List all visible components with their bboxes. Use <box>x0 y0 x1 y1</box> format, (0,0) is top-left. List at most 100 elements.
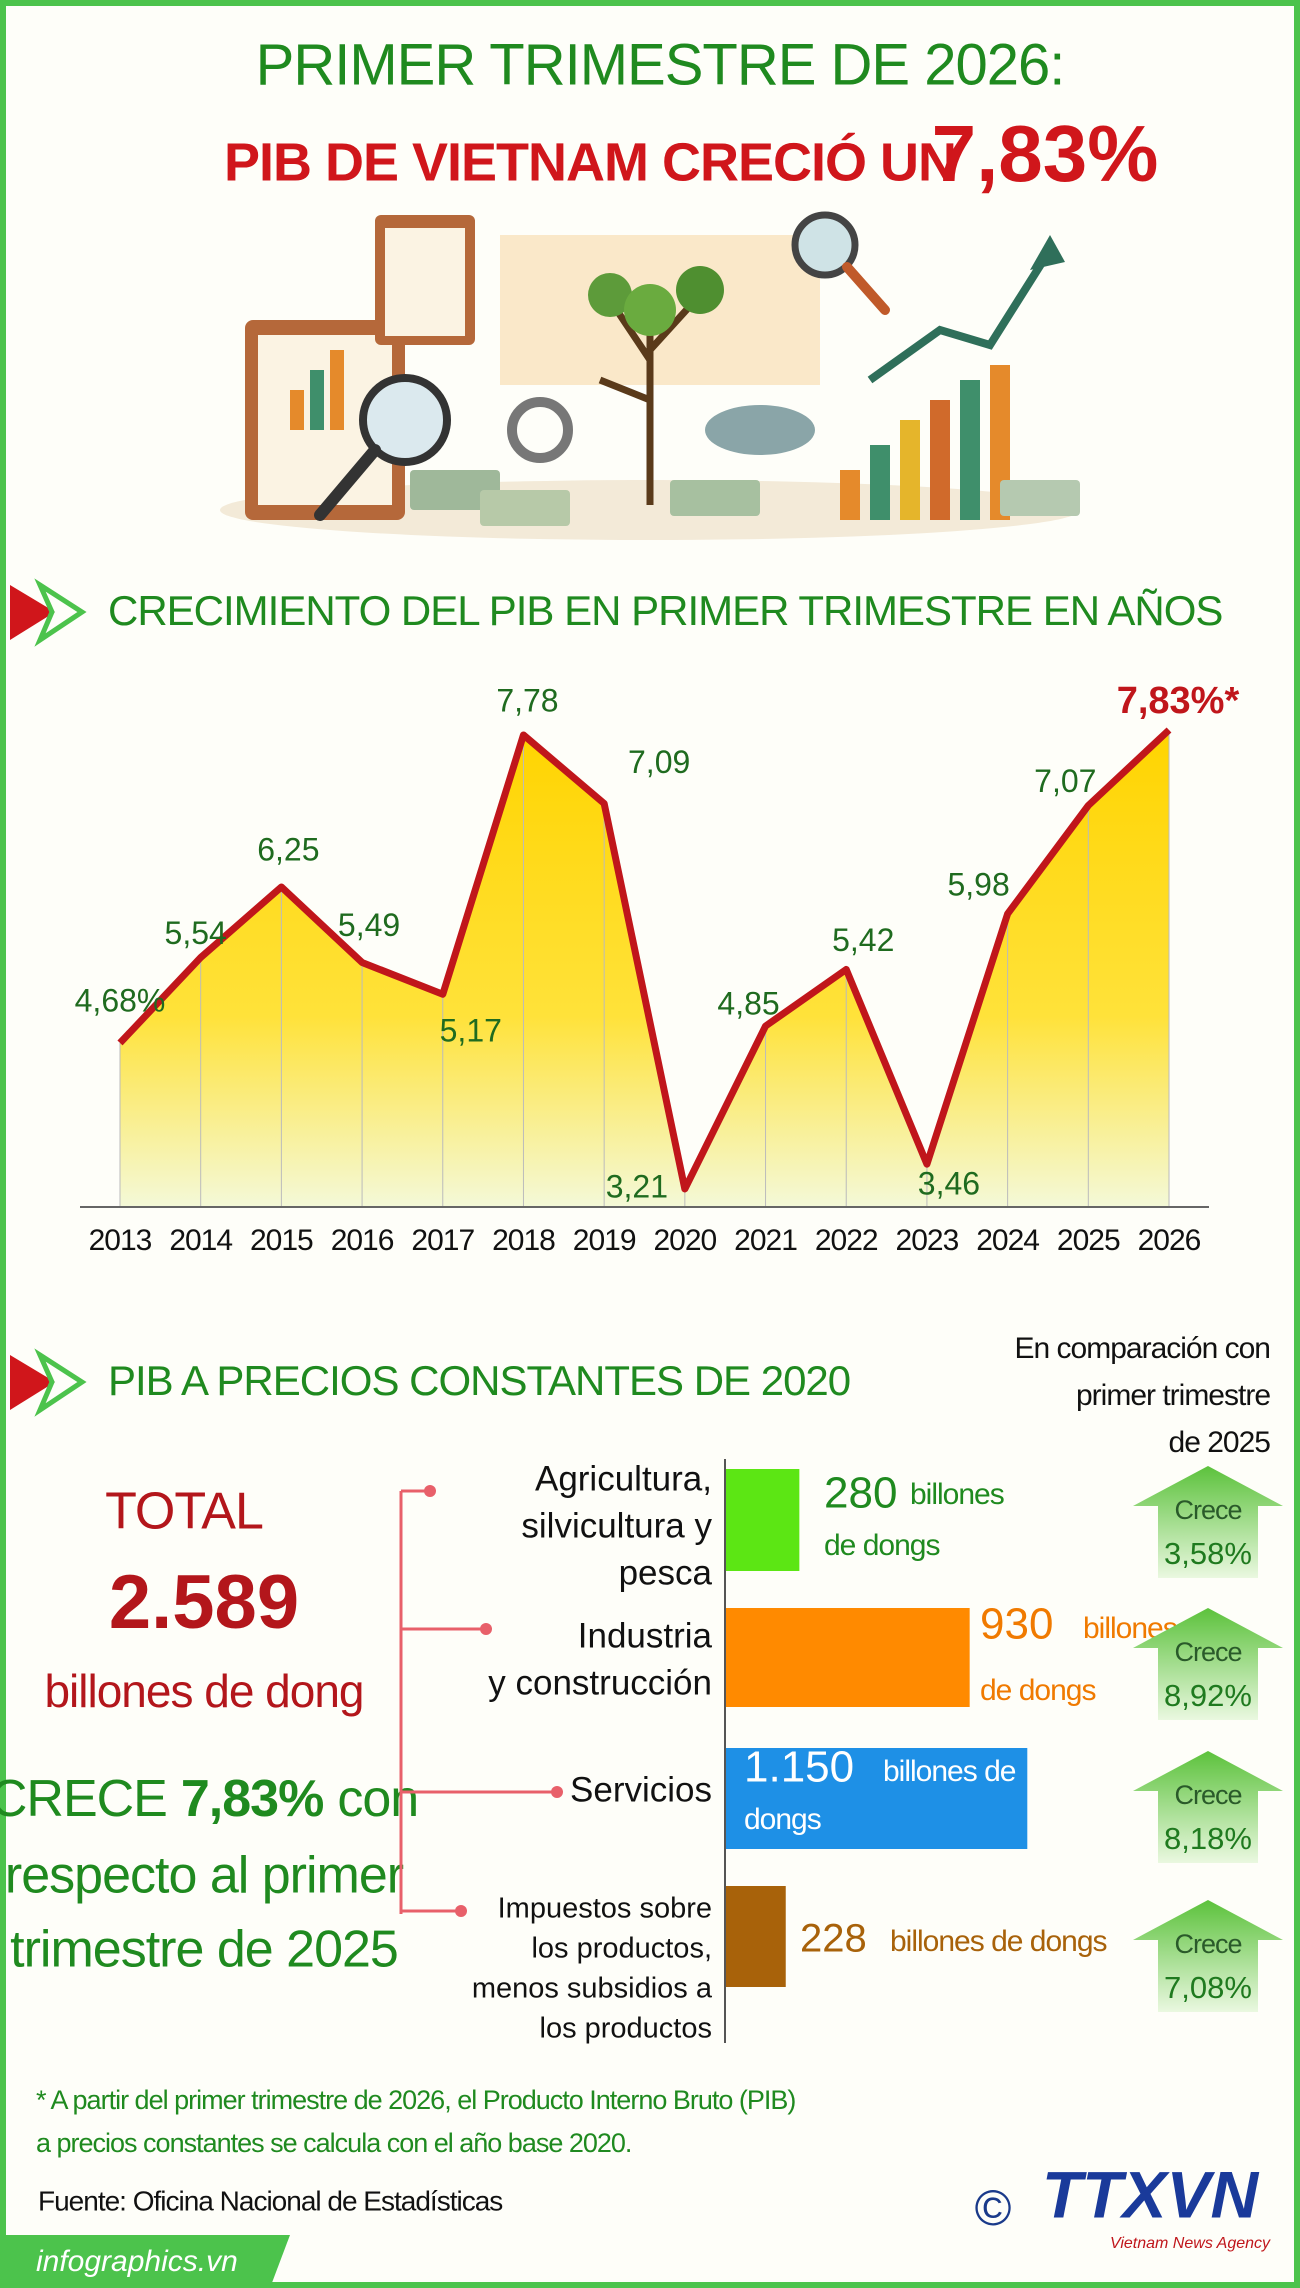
logo-tagline: Vietnam News Agency <box>1110 2235 1271 2252</box>
trend-arrow-head <box>1030 235 1065 270</box>
section-icon <box>10 578 87 647</box>
section-icon <box>10 1348 87 1417</box>
bar-unit: de dongs <box>824 1529 939 1562</box>
value-label: 4,68% <box>75 982 166 1018</box>
headline-figure: 7,83% <box>932 109 1159 198</box>
icon-bar <box>840 470 860 520</box>
x-tick-label: 2026 <box>1138 1224 1201 1257</box>
change-value: 8,18% <box>1164 1821 1252 1856</box>
magnifier <box>359 374 451 466</box>
gear <box>507 397 573 463</box>
growth-arrow <box>1133 1466 1283 1578</box>
icon-chevron <box>34 1348 87 1417</box>
bar <box>726 1469 800 1571</box>
growth-arrow <box>1133 1608 1283 1720</box>
sector-name: Industria <box>578 1616 713 1655</box>
growth-value: 7,83% <box>181 1770 323 1828</box>
line-chart: 4,68% 2013 5,54 2014 6,25 2015 5,49 2016 5,17 201… <box>75 680 1240 1257</box>
line <box>117 727 1172 1193</box>
magnifier-handle <box>842 262 890 315</box>
bar-value: 1.150 <box>744 1743 854 1792</box>
note-line: a precios constantes se calcula con el a… <box>36 2128 631 2158</box>
icon-bar <box>290 390 304 430</box>
growth-text: respecto al primer trimestre de 2025 <box>5 1847 405 1979</box>
x-tick-label: 2014 <box>169 1224 232 1257</box>
note-line: de 2025 <box>1169 1426 1271 1459</box>
sector-bars: Agricultura, silvicultura y pesca 280 billon… <box>401 1459 1283 2045</box>
bar-unit: billones de dongs <box>890 1925 1107 1958</box>
growth-line: trimestre de 2025 <box>10 1921 398 1979</box>
sector-name: Servicios <box>570 1770 712 1809</box>
x-tick-label: 2016 <box>331 1224 394 1257</box>
bar-unit: billones de <box>883 1755 1016 1788</box>
growth-line: CRECE 7,83% con <box>0 1770 418 1828</box>
money-stack <box>1000 480 1080 516</box>
section-title: PIB A PRECIOS CONSTANTES DE 2020 <box>108 1357 850 1404</box>
note-line: * A partir del primer trimestre de 2026,… <box>36 2085 795 2115</box>
x-tick-label: 2023 <box>896 1224 959 1257</box>
bracket-dot <box>424 1485 436 1497</box>
copyright: © <box>975 2180 1012 2236</box>
x-tick-label: 2013 <box>89 1224 152 1257</box>
note-line: En comparación con <box>1015 1332 1271 1365</box>
footnote: * A partir del primer trimestre de 2026,… <box>36 2085 796 2158</box>
value-label: 5,98 <box>947 866 1009 902</box>
magnifier <box>791 211 859 279</box>
icon-bar <box>900 420 920 520</box>
value-label: 6,25 <box>257 831 319 867</box>
bracket-dot <box>480 1623 492 1635</box>
site-banner <box>0 2235 290 2288</box>
money-stack <box>670 480 760 516</box>
magnifier-handle <box>314 444 381 521</box>
x-tick-label: 2021 <box>734 1224 797 1257</box>
sector-name: Agricultura, <box>535 1459 712 1498</box>
logo: TTXVN <box>1042 2157 1260 2231</box>
change-value: 7,08% <box>1164 1970 1252 2005</box>
title: PRIMER TRIMESTRE DE 2026: <box>256 32 1065 97</box>
icon-chevron <box>34 578 87 647</box>
value-label: 5,17 <box>440 1013 502 1049</box>
change-label: Crece <box>1174 1637 1241 1667</box>
bar <box>726 1748 1028 1849</box>
bar-value: 280 <box>824 1469 897 1518</box>
change-label: Crece <box>1174 1780 1241 1810</box>
money-stack <box>480 490 570 526</box>
growth-arrow <box>1133 1751 1283 1863</box>
tree-leaves <box>624 284 676 336</box>
note-line: primer trimestre <box>1076 1379 1270 1412</box>
sector-name: y construcción <box>488 1663 712 1702</box>
value-label: 5,49 <box>338 907 400 943</box>
change-label: Crece <box>1174 1495 1241 1525</box>
sector-name: los productos <box>540 2013 713 2045</box>
growth-suffix: con <box>337 1770 418 1828</box>
change-value: 3,58% <box>1164 1536 1252 1571</box>
money-stack <box>410 470 500 510</box>
value-label: 7,07 <box>1034 763 1096 799</box>
value-label: 4,85 <box>717 986 779 1022</box>
value-label: 5,42 <box>832 922 894 958</box>
value-label: 3,21 <box>606 1168 668 1204</box>
sector-name: pesca <box>619 1553 713 1592</box>
icon-bar <box>310 370 324 430</box>
bar <box>726 1886 786 1987</box>
total-unit: billones de dong <box>44 1665 363 1717</box>
sector-name: los productos, <box>531 1933 712 1965</box>
icon-bar <box>930 400 950 520</box>
trend-arrow <box>867 247 1054 384</box>
value-label: 7,09 <box>628 744 690 780</box>
x-tick-label: 2024 <box>976 1224 1039 1257</box>
sector-name: silvicultura y <box>521 1506 712 1545</box>
value-label: 3,46 <box>918 1166 980 1202</box>
sector-name: menos subsidios a <box>472 1973 713 2005</box>
total-value: 2.589 <box>109 1560 299 1645</box>
area <box>120 730 1169 1207</box>
x-tick-label: 2022 <box>815 1224 878 1257</box>
subtitle: PIB DE VIETNAM CRECIÓ UN <box>224 132 956 192</box>
icon-bar <box>960 380 980 520</box>
x-tick-label: 2017 <box>411 1224 474 1257</box>
bar-unit: billones <box>910 1478 1004 1511</box>
growth-line: respecto al primer <box>5 1847 404 1905</box>
bracket-dot <box>551 1786 563 1798</box>
bar-value: 930 <box>980 1600 1053 1649</box>
tree-leaves <box>676 266 724 314</box>
